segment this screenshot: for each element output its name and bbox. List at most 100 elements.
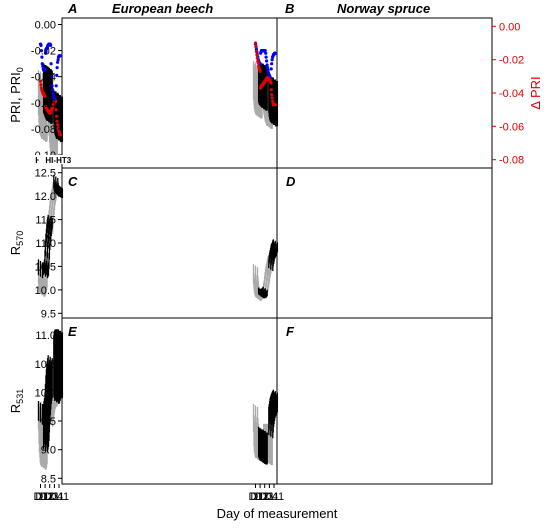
panel-a-series-0-point-24	[50, 75, 54, 79]
panel-a-series-0-point-5	[41, 64, 45, 68]
x-tick-label-0-0: D1	[33, 491, 47, 503]
panel-a-series-1-point-1	[39, 83, 43, 87]
y-tick-label-1-6: 9.5	[41, 308, 56, 320]
panel-b-series-1-point-6	[256, 61, 260, 65]
panel-a-series-1-point-33	[54, 99, 58, 103]
panel-a-title: European beech	[112, 1, 213, 16]
y-tick-label-1-5: 10.0	[35, 285, 56, 297]
panel-a-label: A	[67, 1, 77, 16]
x-tick-label-1-0: D1	[248, 491, 262, 503]
y-right-tick-label-2: -0.04	[499, 88, 524, 100]
panel-b-series-0-point-22	[264, 51, 268, 55]
y-tick-label-2-3: 9.5	[41, 416, 56, 428]
panel-f-frame	[276, 317, 493, 485]
panel-b-series-0-point-25	[265, 63, 269, 67]
panel-a-series-0-point-2	[39, 49, 44, 53]
panel-d-label: D	[286, 174, 296, 189]
panel-a-series-0-point-35	[55, 73, 59, 77]
panel-b-series-0-point-35	[270, 62, 274, 66]
panel-a-series-0-point-23	[49, 62, 53, 66]
panel-a-series-0-point-25	[50, 84, 54, 88]
panel-a-series-0-point-3	[40, 55, 44, 59]
panel-b-series-0-point-21	[263, 49, 267, 53]
panel-b-series-0-point-24	[265, 59, 269, 63]
panel-a-series-0-point-43	[58, 54, 63, 58]
panel-b-series-0-point-36	[270, 58, 274, 62]
panel-b-series-1-point-36	[270, 96, 274, 100]
panel-b-frame	[276, 17, 493, 169]
panel-f-label: F	[286, 324, 295, 339]
panel-a-series-0-point-1	[39, 43, 43, 48]
panel-a-series-0-point-27	[51, 92, 55, 96]
chart-marks	[37, 41, 279, 470]
y-right-tick-label-3: -0.06	[499, 121, 524, 133]
panel-a-series-1-point-37	[56, 123, 60, 127]
panel-b-series-1-point-10	[258, 69, 262, 73]
panel-a-series-1-point-10	[43, 94, 47, 98]
y-tick-label-0-0: 0.00	[35, 20, 56, 32]
panel-a-series-0-point-10	[43, 67, 47, 71]
phase-label-3: HI-HT3	[45, 156, 71, 165]
panel-e-label: E	[68, 324, 77, 339]
y-right-tick-label-1: -0.02	[499, 55, 524, 67]
panel-a-series-0-point-37	[56, 60, 60, 64]
x-tick-label-0-2: D21	[40, 491, 60, 503]
panel-a-series-1-point-34	[54, 108, 58, 112]
panel-b-label: B	[285, 1, 294, 16]
y-tick-label-0-3: -0.06	[31, 98, 56, 110]
y-tick-label-0-1: -0.02	[31, 46, 56, 58]
y-tick-label-0-2: -0.04	[31, 72, 56, 84]
panel-b-series-1-point-4	[255, 56, 259, 60]
panel-b-series-1-point-33	[269, 81, 273, 85]
y-axis-label-r531: R531	[8, 389, 25, 413]
y-tick-label-2-5: 8.5	[41, 473, 56, 485]
panel-a-series-1-point-0	[38, 79, 43, 83]
y-tick-label-2-4: 9.0	[41, 445, 56, 457]
y-tick-label-2-1: 10.5	[35, 359, 56, 371]
y-tick-label-1-1: 12.0	[35, 191, 56, 203]
panel-b-series-1-point-2	[254, 49, 258, 53]
y-axis-label-pri: PRI, PRI0	[8, 67, 25, 123]
panel-a-series-1-point-36	[55, 119, 59, 123]
y-tick-label-1-3: 11.0	[35, 238, 56, 250]
panel-b-series-0-point-43	[273, 51, 277, 55]
panel-b-series-0-point-27	[266, 68, 270, 72]
phase-bg-3	[41, 155, 76, 164]
panel-a-series-0-point-34	[54, 84, 58, 88]
y-right-tick-label-4: -0.08	[499, 155, 524, 167]
chart-axes: 0.00-0.02-0.04-0.06-0.08-0.1012.512.011.…	[28, 20, 524, 503]
y-right-tick-label-0: 0.00	[499, 21, 520, 33]
x-tick-label-0-3: D31	[44, 491, 64, 503]
panel-b-series-1-point-43	[273, 103, 277, 107]
y-tick-label-0-4: -0.08	[31, 124, 56, 136]
y-tick-label-1-2: 11.5	[35, 215, 56, 227]
x-tick-label-0-1: D11	[35, 491, 54, 503]
panel-b-series-0-point-34	[269, 67, 273, 71]
x-tick-label-1-2: D21	[255, 491, 275, 503]
panel-b-title: Norway spruce	[337, 1, 430, 16]
panel-a-series-0-point-26	[50, 88, 55, 92]
panel-b-series-1-point-3	[255, 53, 259, 57]
panel-a-series-0-point-22	[49, 43, 53, 48]
panel-b-series-1-point-0	[253, 41, 258, 45]
y-tick-label-2-2: 10.0	[35, 387, 56, 399]
panel-b-series-1-point-34	[269, 88, 273, 92]
x-axis-label: Day of measurement	[217, 506, 338, 521]
panel-a-series-0-point-4	[40, 62, 44, 66]
panel-b-series-1-point-1	[254, 44, 258, 48]
panel-a-frame	[61, 17, 278, 169]
panel-d-frame	[276, 167, 493, 319]
panel-a-series-0-point-12	[44, 50, 48, 54]
panel-a-series-0-point-36	[55, 66, 59, 70]
y-tick-label-2-0: 11.0	[35, 330, 56, 342]
x-tick-label-0-4: D41	[49, 491, 69, 503]
y-tick-label-1-4: 10.5	[35, 261, 56, 273]
panel-a-series-1-point-43	[58, 133, 63, 137]
panel-a-series-1-point-35	[55, 114, 59, 118]
panel-a-series-0-point-38	[56, 58, 60, 62]
y-axis-label-delta-pri: Δ PRI	[528, 76, 543, 109]
x-tick-label-1-1: D11	[250, 491, 269, 503]
y-tick-label-1-0: 12.5	[35, 168, 56, 180]
panel-b-series-1-point-35	[270, 93, 274, 97]
x-tick-label-1-3: D31	[259, 491, 279, 503]
